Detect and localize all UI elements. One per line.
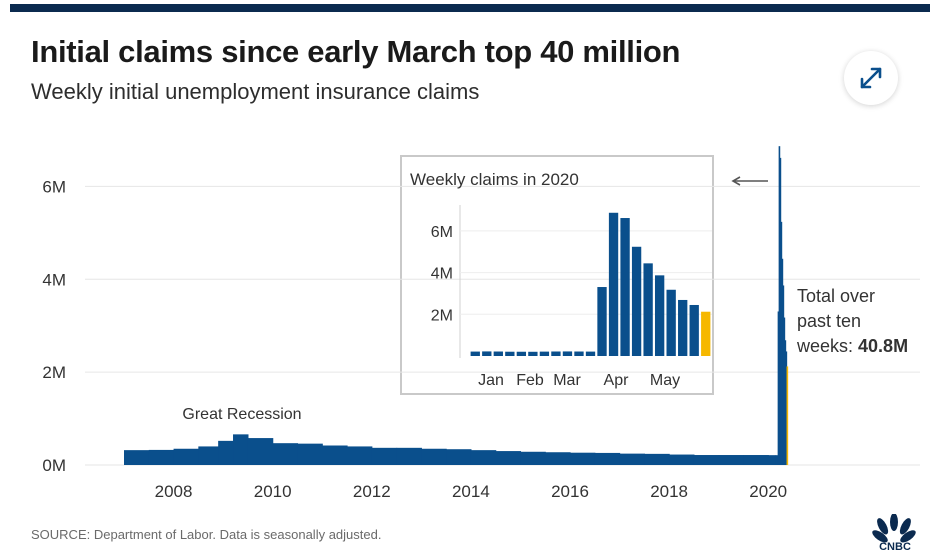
main-bar — [396, 447, 422, 465]
x-tick-label: 2018 — [650, 482, 688, 501]
main-bar — [495, 451, 522, 465]
main-bar — [322, 445, 348, 465]
y-tick-label: 2M — [42, 363, 66, 382]
inset-x-tick-label: Mar — [553, 372, 581, 389]
inset-bar — [562, 351, 573, 356]
main-bar — [218, 440, 234, 465]
main-bar — [247, 438, 274, 465]
logo-text: CNBC — [879, 541, 911, 553]
main-bar — [743, 455, 769, 465]
main-bar — [777, 311, 780, 465]
main-bar — [272, 443, 299, 465]
inset-bar — [631, 246, 642, 356]
inset-bar — [574, 351, 584, 356]
inset-x-tick-label: Apr — [604, 372, 630, 389]
expand-button[interactable] — [844, 51, 898, 105]
main-bar — [644, 453, 670, 465]
inset-y-tick-label: 4M — [431, 266, 453, 283]
inset-bar — [666, 289, 676, 356]
inset-bar — [620, 218, 630, 356]
x-tick-label: 2016 — [551, 482, 589, 501]
inset-bar — [689, 304, 699, 356]
inset-bar — [585, 351, 596, 356]
chart-subtitle: Weekly initial unemployment insurance cl… — [31, 79, 480, 104]
main-bar — [446, 449, 472, 465]
inset-bar — [539, 351, 550, 356]
main-bar — [520, 451, 546, 465]
nbc-peacock-icon: CNBC — [872, 513, 916, 553]
main-bar — [148, 449, 175, 465]
x-tick-label: 2012 — [353, 482, 391, 501]
main-bar — [779, 157, 782, 465]
inset-bar — [597, 287, 607, 356]
y-tick-label: 6M — [42, 177, 66, 196]
main-bar — [784, 340, 787, 465]
main-bar — [371, 447, 398, 465]
inset-bar — [470, 351, 480, 356]
annotation-total-value: 40.8M — [858, 336, 908, 356]
annotation-total-line: weeks: 40.8M — [796, 336, 908, 356]
main-bar — [470, 450, 497, 465]
inset-y-tick-label: 2M — [431, 307, 453, 324]
main-bar — [421, 448, 447, 465]
x-tick-label: 2008 — [155, 482, 193, 501]
x-tick-label: 2010 — [254, 482, 292, 501]
main-bar — [124, 450, 150, 465]
y-tick-label: 4M — [42, 270, 66, 289]
main-bar — [782, 285, 785, 465]
main-bar — [768, 455, 777, 465]
inset-y-tick-label: 6M — [431, 224, 453, 241]
source-note: SOURCE: Department of Labor. Data is sea… — [31, 527, 382, 542]
inset-bar — [528, 351, 538, 356]
main-bar — [594, 452, 621, 465]
annotation-total-line: past ten — [797, 311, 861, 331]
inset-bar — [701, 311, 711, 356]
main-bar — [781, 258, 784, 465]
inset-x-tick-label: May — [650, 372, 680, 389]
y-tick-label: 0M — [42, 456, 66, 475]
x-tick-label: 2020 — [749, 482, 787, 501]
main-bar — [786, 366, 789, 465]
chart-title: Initial claims since early March top 40 … — [31, 34, 681, 69]
expand-arrows-icon — [860, 67, 882, 89]
inset-bar — [516, 351, 527, 356]
inset-bar — [654, 275, 665, 356]
inset-x-tick-label: Jan — [478, 372, 504, 389]
inset-x-tick-label: Feb — [516, 372, 544, 389]
main-bar — [778, 146, 781, 466]
main-bar — [775, 455, 779, 465]
inset-bar — [608, 212, 619, 356]
main-bar — [198, 446, 219, 465]
inset-bar — [505, 351, 515, 356]
pointer-arrowhead — [731, 176, 741, 186]
main-bar — [783, 317, 786, 465]
main-bar — [570, 452, 596, 465]
inset-bar — [493, 351, 503, 356]
x-tick-label: 2014 — [452, 482, 490, 501]
inset-bar — [551, 351, 561, 356]
inset-bar — [678, 299, 688, 356]
main-bar — [619, 453, 645, 465]
inset-title: Weekly claims in 2020 — [410, 170, 579, 189]
main-bar — [780, 221, 783, 465]
annotation-great-recession: Great Recession — [182, 406, 301, 423]
main-bar — [785, 351, 788, 465]
main-bar — [545, 452, 571, 465]
main-bar — [233, 434, 249, 465]
main-bar — [693, 455, 720, 465]
annotation-total-line: Total over — [797, 286, 875, 306]
main-bar — [347, 446, 373, 465]
inset-bar — [643, 263, 653, 356]
top-accent-bar — [10, 4, 930, 12]
cnbc-logo: CNBC — [866, 513, 926, 554]
main-bar — [173, 448, 199, 465]
main-bar — [669, 454, 695, 465]
inset-bar — [482, 351, 492, 356]
main-bar — [718, 455, 745, 465]
main-bar — [297, 443, 323, 465]
